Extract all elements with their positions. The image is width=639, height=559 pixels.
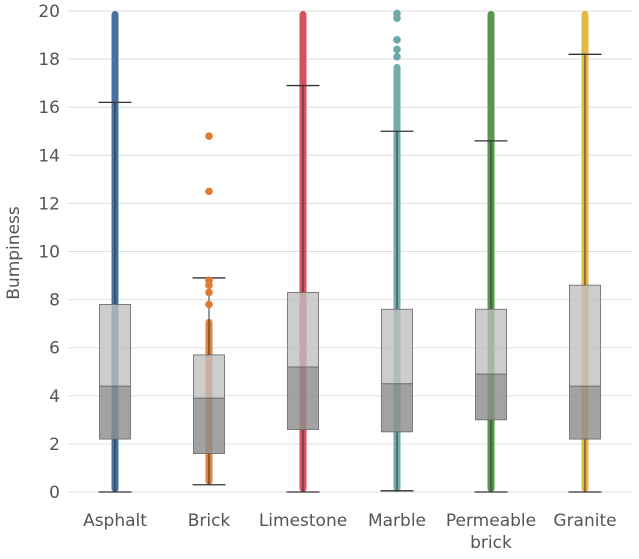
- box-upper-half: [475, 308, 507, 375]
- outlier-point: [205, 187, 213, 196]
- boxes: [99, 284, 601, 454]
- outlier-point: [205, 276, 213, 285]
- box-lower-half: [99, 385, 131, 440]
- outlier-point: [205, 288, 213, 297]
- y-tick-labels: 0 2 4 6 8 10 12 14 16 18 20: [38, 2, 60, 503]
- y-tick-label: 16: [38, 98, 60, 118]
- y-tick-label: 20: [38, 2, 60, 22]
- outlier-points: [205, 9, 401, 309]
- y-tick-label: 10: [38, 243, 60, 263]
- box-upper-half: [287, 291, 319, 368]
- outlier-point: [393, 52, 401, 61]
- box-lower-half: [381, 383, 413, 433]
- outlier-point: [205, 300, 213, 309]
- y-tick-label: 0: [49, 483, 60, 503]
- x-category-label: Granite: [553, 511, 616, 531]
- y-tick-label: 18: [38, 50, 60, 70]
- box-lower-half: [569, 385, 601, 440]
- box-upper-half: [193, 354, 225, 399]
- x-category-label: Marble: [368, 511, 426, 531]
- y-tick-label: 2: [49, 435, 60, 455]
- y-axis-title: Bumpiness: [4, 206, 24, 300]
- box-lower-half: [193, 397, 225, 454]
- outlier-point: [393, 45, 401, 54]
- y-tick-label: 14: [38, 146, 60, 166]
- outlier-point: [393, 36, 401, 44]
- box-upper-half: [99, 304, 131, 387]
- x-category-label: Limestone: [259, 511, 347, 531]
- x-category-label: Permeable: [446, 511, 536, 531]
- x-category-label: brick: [470, 533, 512, 553]
- outlier-point: [205, 132, 213, 140]
- grid-lines: [68, 10, 632, 493]
- outlier-point: [393, 9, 401, 18]
- box-lower-half: [287, 366, 319, 430]
- category-labels: Asphalt Brick Limestone Marble Permeablebric…: [83, 511, 617, 553]
- box-upper-half: [381, 308, 413, 385]
- x-category-label: Asphalt: [83, 511, 147, 531]
- whiskers: [98, 53, 602, 493]
- y-tick-label: 6: [49, 339, 60, 359]
- x-category-label: Brick: [188, 511, 231, 531]
- y-tick-label: 8: [49, 291, 60, 311]
- y-tick-label: 12: [38, 194, 60, 214]
- box-upper-half: [569, 284, 601, 387]
- y-tick-label: 4: [49, 387, 60, 407]
- box-lower-half: [475, 373, 507, 421]
